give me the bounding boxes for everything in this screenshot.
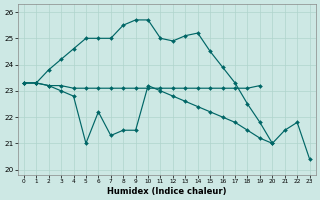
X-axis label: Humidex (Indice chaleur): Humidex (Indice chaleur): [107, 187, 227, 196]
